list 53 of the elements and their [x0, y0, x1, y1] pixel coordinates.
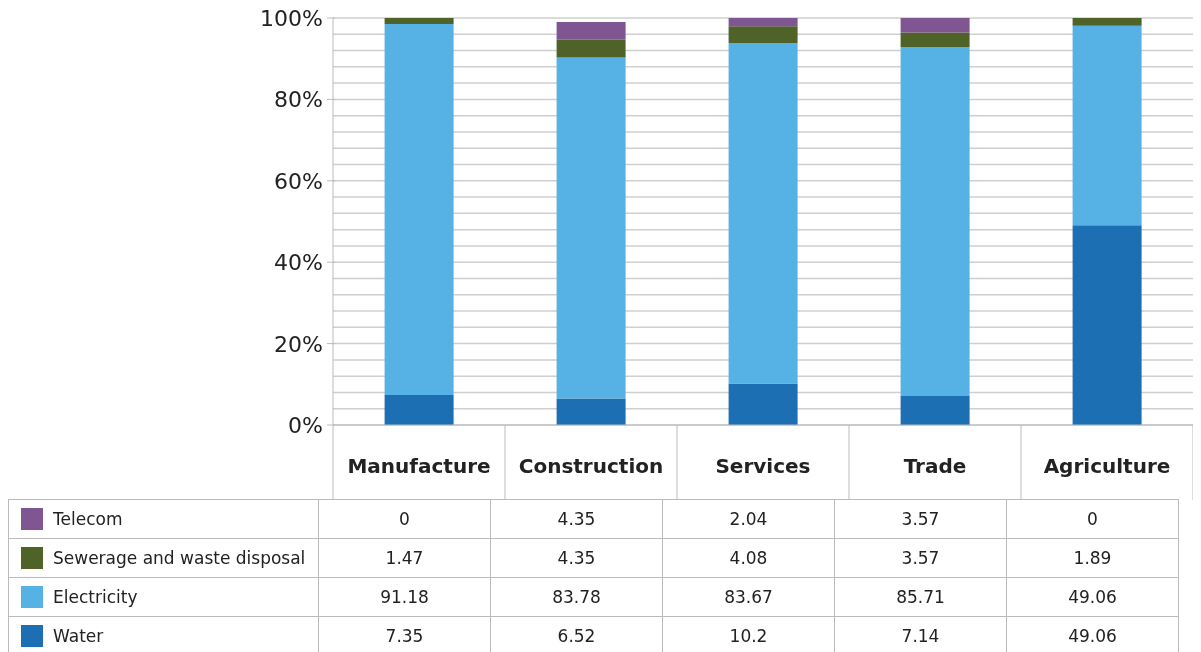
bar [900, 32, 970, 48]
x-tick-label: Services [715, 454, 811, 478]
bar [556, 57, 626, 399]
bar [1072, 25, 1142, 226]
y-tick-label: 20% [274, 331, 323, 357]
bar [728, 18, 798, 27]
y-tick-label: 80% [274, 87, 323, 113]
bar [1072, 225, 1142, 425]
legend-label: Sewerage and waste disposal [53, 548, 306, 568]
bar [384, 395, 454, 425]
data-label: 91.18 [318, 577, 491, 617]
bar [556, 398, 626, 425]
data-label: 7.14 [834, 616, 1007, 652]
bar [1072, 18, 1142, 26]
data-label: 3.57 [834, 538, 1007, 578]
data-label: 1.47 [318, 538, 491, 578]
bar [900, 395, 970, 425]
data-label: 2.04 [662, 499, 835, 539]
bar [900, 18, 970, 33]
data-label: 4.35 [490, 538, 663, 578]
data-label: 0 [1006, 499, 1179, 539]
legend-label: Telecom [53, 509, 123, 529]
data-label: 10.2 [662, 616, 835, 652]
data-label: 6.52 [490, 616, 663, 652]
legend-label: Electricity [53, 587, 138, 607]
data-label: 85.71 [834, 577, 1007, 617]
data-label: 0 [318, 499, 491, 539]
data-label: 83.67 [662, 577, 835, 617]
data-label: 4.35 [490, 499, 663, 539]
y-tick-label: 100% [260, 6, 323, 31]
bar [728, 42, 798, 384]
bar [384, 23, 454, 396]
bar [556, 22, 626, 40]
y-tick-label: 40% [274, 250, 323, 276]
legend-label: Water [53, 626, 104, 646]
bar [556, 39, 626, 58]
x-tick-label: Agriculture [1043, 454, 1171, 478]
bar [728, 26, 798, 43]
y-tick-label: 60% [274, 168, 323, 194]
x-tick-label: Construction [518, 454, 664, 478]
x-tick-label: Manufacture [347, 454, 491, 478]
data-label: 4.08 [662, 538, 835, 578]
data-label: 3.57 [834, 499, 1007, 539]
x-tick-label: Trade [903, 454, 967, 478]
data-label: 49.06 [1006, 616, 1179, 652]
y-tick-label: 0% [288, 413, 323, 438]
bar [900, 47, 970, 396]
data-label: 1.89 [1006, 538, 1179, 578]
data-label: 49.06 [1006, 577, 1179, 617]
data-label: 83.78 [490, 577, 663, 617]
data-label: 7.35 [318, 616, 491, 652]
bar [384, 18, 454, 24]
bar [728, 383, 798, 425]
